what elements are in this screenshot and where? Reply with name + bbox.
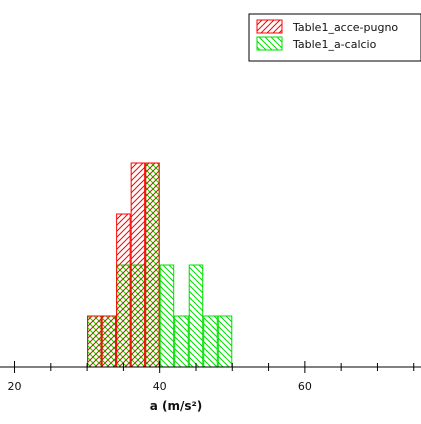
legend-swatch-acce-pugno xyxy=(256,19,283,34)
legend-label-acce-pugno: Table1_acce-pugno xyxy=(292,21,398,34)
x-axis: 20 40 60 xyxy=(0,361,421,393)
bar-acce-pugno-2 xyxy=(116,213,131,368)
bar-acce-pugno-4 xyxy=(145,162,160,368)
bar-a-calcio-7 xyxy=(188,264,204,368)
x-axis-label: a (m/s²) xyxy=(150,399,203,413)
bar-acce-pugno-0 xyxy=(87,315,102,368)
x-tick-label-60: 60 xyxy=(298,380,312,393)
bar-a-calcio-8 xyxy=(203,315,218,368)
legend-label-a-calcio: Table1_a-calcio xyxy=(292,38,377,51)
bar-acce-pugno-3 xyxy=(130,162,146,368)
bar-a-calcio-5 xyxy=(159,264,175,368)
x-tick-label-40: 40 xyxy=(153,380,167,393)
bar-a-calcio-6 xyxy=(174,315,189,368)
bar-acce-pugno-1 xyxy=(101,315,117,368)
legend: Table1_acce-pugno Table1_a-calcio xyxy=(248,13,421,62)
legend-swatch-a-calcio xyxy=(256,36,283,51)
x-tick-label-20: 20 xyxy=(8,380,22,393)
bars-layer xyxy=(87,162,233,368)
bar-a-calcio-9 xyxy=(217,315,233,368)
